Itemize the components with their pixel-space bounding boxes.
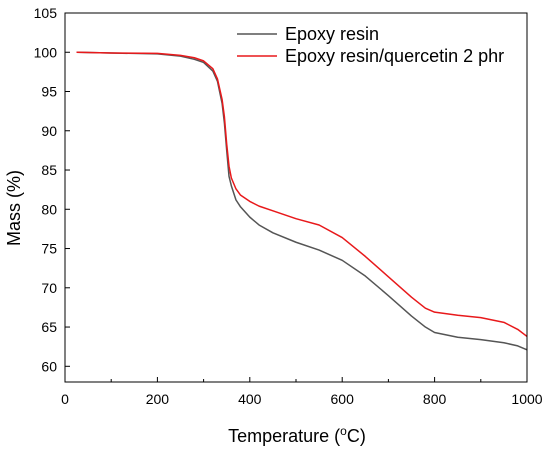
plot-frame	[64, 12, 528, 383]
y-tick-label: 60	[41, 358, 57, 374]
x-tick-label: 1000	[511, 391, 542, 407]
x-axis-title-text: Temperature (	[228, 426, 340, 446]
y-tick-label: 75	[41, 241, 57, 257]
y-tick-label: 80	[41, 201, 57, 217]
x-axis-title: Temperature (oC)	[228, 424, 366, 446]
y-axis-ticks: 60 65 70 75 80 85 90 95 100 105	[34, 5, 70, 374]
y-tick-label: 105	[34, 5, 58, 21]
y-tick-label: 85	[41, 162, 57, 178]
x-tick-label: 0	[61, 391, 69, 407]
y-tick-label: 65	[41, 319, 57, 335]
x-tick-label: 400	[238, 391, 262, 407]
legend-label-2: Epoxy resin/quercetin 2 phr	[285, 46, 504, 66]
y-tick-label: 100	[34, 44, 58, 60]
series-line-1	[76, 51, 528, 351]
legend-label-1: Epoxy resin	[285, 24, 379, 44]
x-axis-title-unit: oC	[340, 424, 360, 446]
y-axis-title: Mass (%)	[4, 170, 24, 246]
x-tick-label: 800	[423, 391, 447, 407]
unit-letter: C	[347, 426, 360, 446]
series-line-2	[76, 51, 528, 338]
x-axis-ticks: 0 200 400 600 800 1000	[61, 377, 543, 407]
x-axis-title-close: )	[360, 426, 366, 446]
x-tick-label: 200	[146, 391, 170, 407]
y-tick-label: 70	[41, 280, 57, 296]
series-layer	[76, 51, 528, 351]
y-tick-label: 95	[41, 84, 57, 100]
x-tick-label: 600	[331, 391, 355, 407]
y-tick-label: 90	[41, 123, 57, 139]
degree-superscript: o	[340, 424, 347, 438]
